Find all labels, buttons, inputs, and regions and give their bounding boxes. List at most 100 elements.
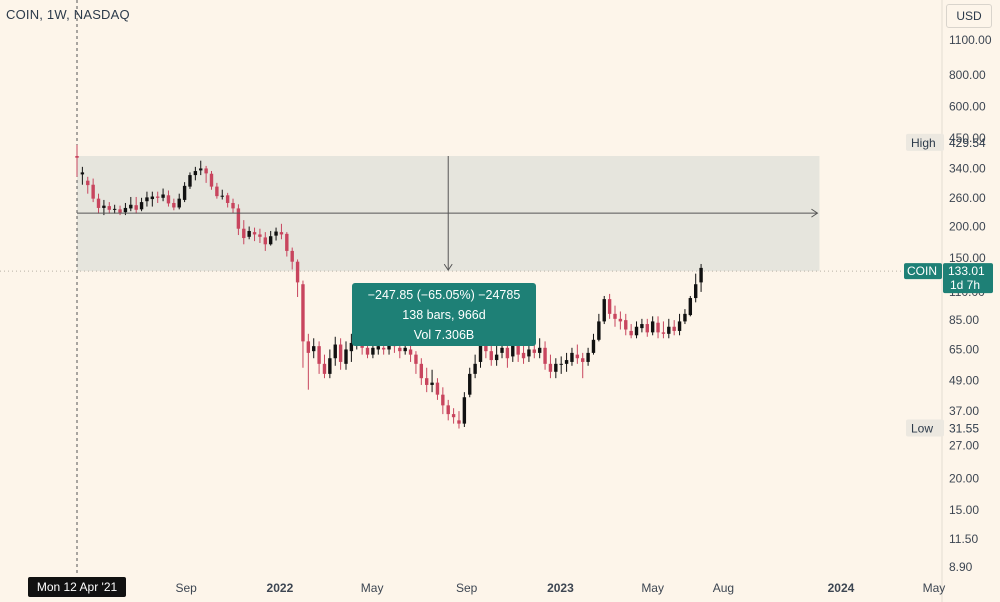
candle-body [419, 363, 424, 379]
candle-body [317, 346, 321, 364]
candle-body [209, 173, 214, 187]
candle-body [134, 205, 138, 210]
candle-body [586, 352, 590, 362]
candle-body [581, 358, 585, 362]
candle-body [672, 326, 676, 331]
candle-body [279, 232, 284, 235]
candle-body [494, 354, 499, 361]
last-price-badge [943, 263, 993, 294]
measure-tooltip: −247.85 (−65.05%) −24785 138 bars, 966d … [352, 283, 536, 346]
candle-body [667, 326, 671, 334]
candle-body [597, 321, 601, 340]
candle-body [172, 202, 176, 208]
candle-body [258, 234, 262, 237]
candle-body [645, 324, 649, 333]
candle-body [290, 250, 294, 262]
candle-body [322, 363, 327, 374]
candle-body [102, 205, 106, 208]
y-axis-tick-label: 11.50 [949, 532, 978, 546]
candle-body [161, 194, 165, 198]
candle-body [537, 347, 542, 353]
x-axis-tick-label: May [641, 581, 664, 595]
candle-body [677, 321, 682, 331]
candle-body [688, 298, 693, 316]
candle-body [215, 186, 219, 197]
measure-bars-text: 138 bars, 966d [402, 308, 486, 322]
low-label: Low [911, 422, 933, 436]
candle-body [204, 168, 208, 174]
low-value: 31.55 [949, 422, 979, 436]
y-axis-tick-label: 450.00 [949, 131, 986, 145]
measure-volume-text: Vol 7.306B [413, 328, 475, 342]
candle-body [624, 320, 628, 330]
x-axis-tick-label: 2022 [267, 581, 294, 595]
candle-body [112, 208, 117, 210]
candle-body [435, 382, 440, 395]
candle-body [188, 175, 192, 187]
candle-body [295, 261, 300, 283]
candle-body [236, 208, 241, 229]
currency-button[interactable]: USD [946, 4, 992, 28]
high-value: 429.54 [949, 136, 986, 150]
candle-body [591, 339, 596, 353]
x-axis-tick-label: Sep [175, 581, 197, 595]
candle-body [145, 197, 149, 202]
candle-body [285, 233, 289, 251]
candle-body [446, 405, 450, 415]
candle-body [242, 228, 246, 239]
candle-body [505, 347, 510, 359]
candle-body [333, 344, 337, 359]
x-axis-tick-label: 2024 [828, 581, 855, 595]
candle-body [430, 382, 434, 385]
candle-body [554, 363, 558, 372]
high-label: High [911, 136, 936, 150]
y-axis-tick-label: 8.90 [949, 560, 973, 574]
candle-body [403, 347, 407, 352]
candle-body [365, 347, 370, 355]
candle-body [123, 207, 128, 213]
candle-body [489, 351, 493, 361]
candle-body [527, 349, 531, 357]
candle-body [306, 341, 311, 353]
candle-body [387, 344, 391, 350]
symbol-legend: COIN, 1W, NASDAQ [6, 7, 130, 22]
measure-change-text: −247.85 (−65.05%) −24785 [367, 288, 521, 302]
x-axis-tick-label: 2023 [547, 581, 574, 595]
candle-body [150, 196, 155, 200]
candle-body [613, 313, 617, 319]
candle-body [199, 168, 203, 171]
candle-body [328, 358, 332, 374]
candle-body [301, 284, 305, 342]
candle-body [650, 321, 655, 333]
candle-body [414, 354, 418, 364]
candle-body [263, 237, 267, 245]
candle-body [618, 318, 623, 322]
candle-body [661, 332, 666, 334]
y-axis-tick-label: 49.00 [949, 373, 979, 387]
candle-body [312, 346, 316, 352]
candle-body [441, 394, 445, 406]
y-axis-tick-label: 800.00 [949, 68, 986, 82]
candle-body [381, 347, 386, 350]
candle-body [274, 231, 278, 236]
candle-body [338, 344, 343, 362]
y-axis-tick-label: 15.00 [949, 503, 979, 517]
candle-body [683, 313, 687, 322]
candle-body [532, 349, 536, 353]
candle-body [602, 299, 606, 322]
candle-body [548, 363, 553, 372]
y-axis-tick-label: 20.00 [949, 471, 979, 485]
candle-body [129, 204, 133, 209]
candle-body [177, 198, 181, 208]
candle-body [451, 414, 456, 418]
x-axis-tick-label: May [923, 581, 946, 595]
candle-body [75, 155, 79, 158]
candle-body [156, 196, 160, 198]
candle-body [634, 326, 639, 336]
candle-body [462, 397, 467, 424]
candle-body [86, 180, 90, 186]
candle-body [656, 322, 660, 333]
candle-body [564, 360, 569, 364]
